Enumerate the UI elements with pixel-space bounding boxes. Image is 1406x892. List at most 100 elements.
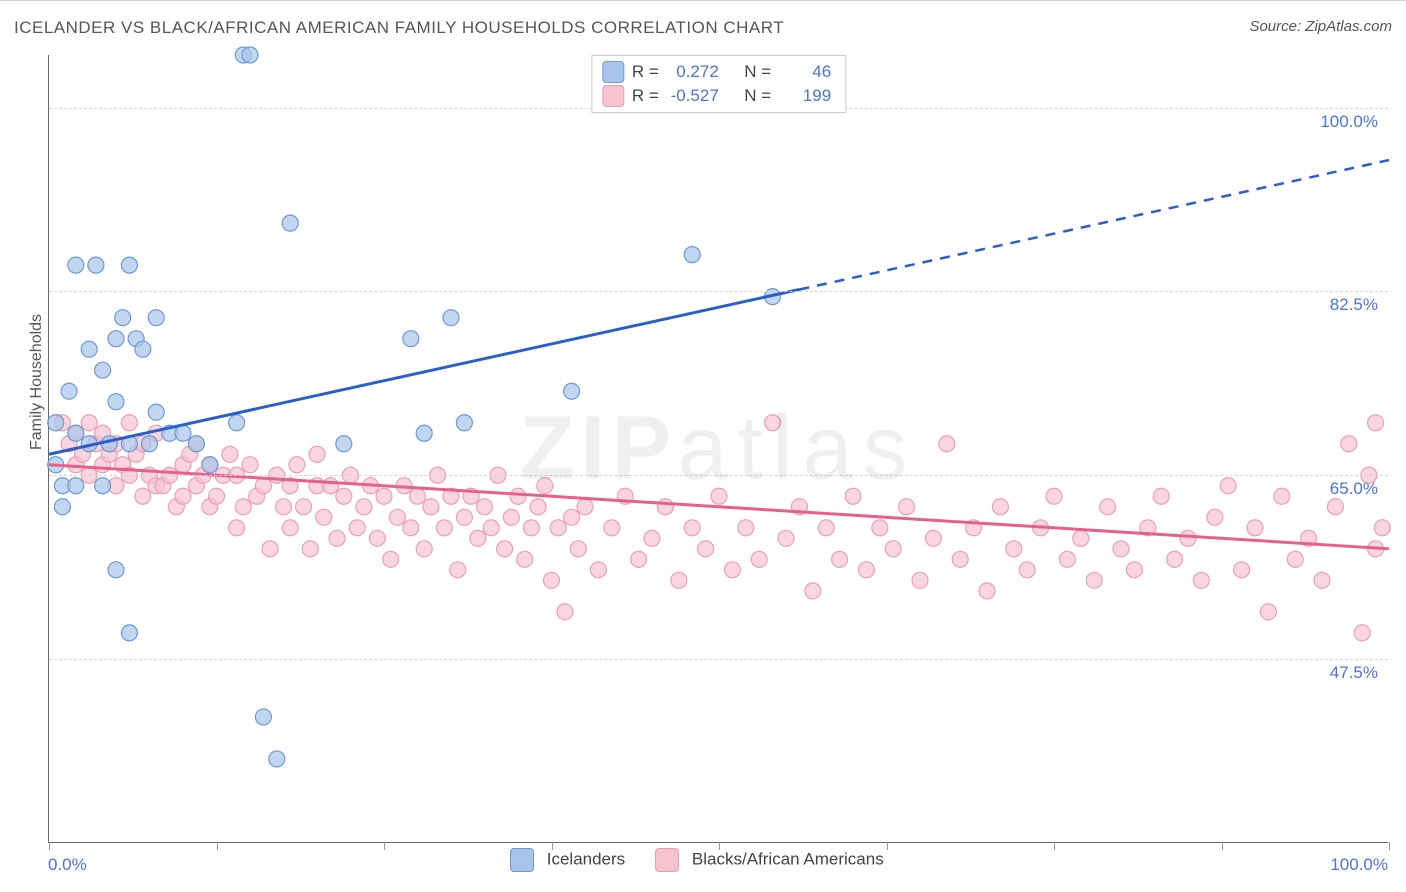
data-point [376, 488, 392, 504]
data-point [1180, 530, 1196, 546]
data-point [1126, 562, 1142, 578]
legend-swatch-icelanders [602, 61, 624, 83]
data-point [557, 604, 573, 620]
x-tick [1054, 842, 1055, 850]
x-tick [1389, 842, 1390, 850]
gridline [49, 291, 1388, 292]
data-point [222, 446, 238, 462]
data-point [550, 520, 566, 536]
data-point [142, 436, 158, 452]
data-point [1006, 541, 1022, 557]
data-point [289, 457, 305, 473]
legend-n-label: N = [744, 60, 771, 84]
data-point [530, 499, 546, 515]
data-point [269, 751, 285, 767]
data-point [1287, 551, 1303, 567]
data-point [1113, 541, 1129, 557]
data-point [952, 551, 968, 567]
y-tick-label: 100.0% [1320, 112, 1378, 132]
data-point [925, 530, 941, 546]
data-point [262, 541, 278, 557]
data-point [751, 551, 767, 567]
data-point [389, 509, 405, 525]
x-tick [49, 842, 50, 850]
data-point [1314, 572, 1330, 588]
data-point [544, 572, 560, 588]
data-point [590, 562, 606, 578]
data-point [356, 499, 372, 515]
data-point [1327, 499, 1343, 515]
legend-row-0: R = 0.272 N = 46 [602, 60, 831, 84]
data-point [1260, 604, 1276, 620]
data-point [517, 551, 533, 567]
legend-n-value-0: 46 [779, 60, 831, 84]
data-point [456, 509, 472, 525]
data-point [81, 415, 97, 431]
data-point [1046, 488, 1062, 504]
data-point [899, 499, 915, 515]
data-point [242, 457, 258, 473]
data-point [1368, 415, 1384, 431]
y-tick-label: 82.5% [1330, 295, 1378, 315]
data-point [68, 425, 84, 441]
data-point [329, 530, 345, 546]
data-point [235, 499, 251, 515]
data-point [644, 530, 660, 546]
data-point [403, 520, 419, 536]
x-tick [384, 842, 385, 850]
data-point [765, 415, 781, 431]
data-point [336, 436, 352, 452]
data-point [209, 488, 225, 504]
series-legend: Icelanders Blacks/African Americans [510, 848, 884, 872]
data-point [1247, 520, 1263, 536]
legend-r-value-1: -0.527 [667, 84, 719, 108]
data-point [724, 562, 740, 578]
data-point [1167, 551, 1183, 567]
data-point [477, 499, 493, 515]
data-point [255, 709, 271, 725]
data-point [684, 247, 700, 263]
data-point [276, 499, 292, 515]
data-point [296, 499, 312, 515]
data-point [416, 541, 432, 557]
data-point [322, 478, 338, 494]
data-point [1193, 572, 1209, 588]
y-tick-label: 47.5% [1330, 663, 1378, 683]
source-label: Source: ZipAtlas.com [1249, 18, 1392, 35]
data-point [1073, 530, 1089, 546]
data-point [872, 520, 888, 536]
data-point [383, 551, 399, 567]
data-point [470, 530, 486, 546]
data-point [95, 362, 111, 378]
data-point [564, 383, 580, 399]
x-tick [217, 842, 218, 850]
data-point [81, 341, 97, 357]
gridline [49, 659, 1388, 660]
data-point [316, 509, 332, 525]
data-point [537, 478, 553, 494]
swatch-icelanders [510, 848, 534, 872]
data-point [577, 499, 593, 515]
data-point [229, 520, 245, 536]
chart-title: ICELANDER VS BLACK/AFRICAN AMERICAN FAMI… [14, 18, 784, 38]
data-point [1153, 488, 1169, 504]
data-point [450, 562, 466, 578]
data-point [148, 404, 164, 420]
data-point [68, 257, 84, 273]
correlation-legend: R = 0.272 N = 46 R = -0.527 N = 199 [591, 55, 846, 113]
data-point [483, 520, 499, 536]
data-point [564, 509, 580, 525]
data-point [845, 488, 861, 504]
data-point [939, 436, 955, 452]
data-point [503, 509, 519, 525]
data-point [671, 572, 687, 588]
data-point [229, 415, 245, 431]
data-point [979, 583, 995, 599]
data-point [48, 415, 64, 431]
data-point [121, 625, 137, 641]
data-point [282, 215, 298, 231]
data-point [832, 551, 848, 567]
data-point [1059, 551, 1075, 567]
chart-svg [49, 55, 1389, 843]
data-point [302, 541, 318, 557]
